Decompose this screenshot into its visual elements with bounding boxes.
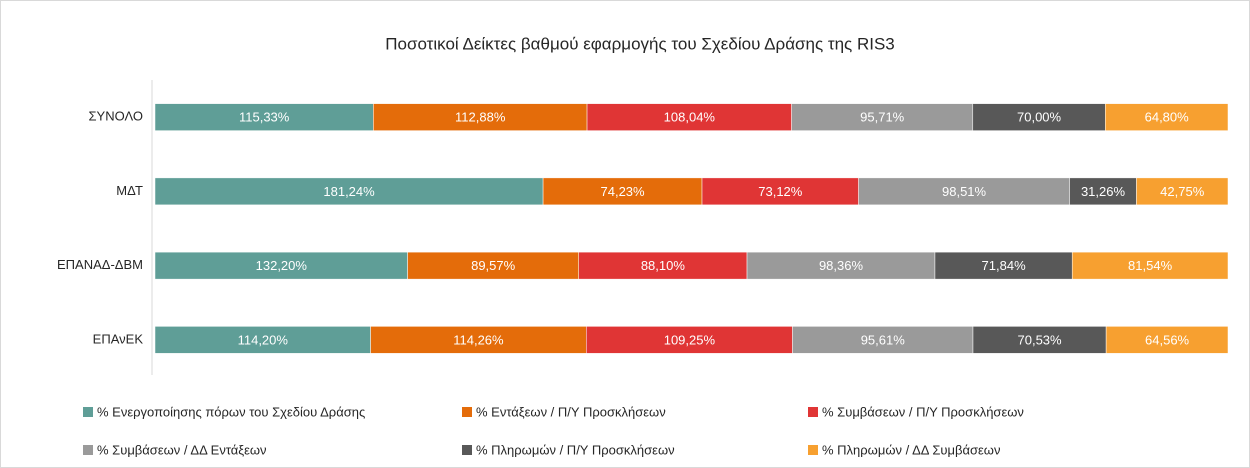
value-label: 95,61%	[861, 332, 906, 347]
value-label: 88,10%	[641, 258, 686, 273]
value-label: 89,57%	[471, 258, 516, 273]
value-label: 181,24%	[323, 184, 375, 199]
value-label: 64,80%	[1145, 110, 1190, 125]
bar-segment	[586, 326, 793, 354]
bar-segment	[154, 251, 408, 280]
bar-segment	[746, 251, 936, 280]
value-label: 132,20%	[256, 258, 308, 273]
legend-label: % Εντάξεων / Π/Υ Προσκλήσεων	[476, 404, 666, 419]
bar-segment	[1069, 177, 1137, 206]
value-label: 98,51%	[942, 184, 987, 199]
value-label: 73,12%	[758, 184, 803, 199]
bar-segment	[407, 251, 579, 280]
bar-segment	[792, 326, 974, 354]
value-label: 64,56%	[1145, 332, 1190, 347]
legend-label: % Πληρωμών / ΔΔ Συμβάσεων	[822, 442, 1000, 457]
bar-segment	[934, 251, 1073, 280]
bar-segment	[154, 103, 374, 131]
value-label: 81,54%	[1128, 258, 1173, 273]
bar-segment	[1071, 251, 1229, 280]
value-label: 42,75%	[1160, 184, 1205, 199]
legend-swatch	[808, 445, 818, 455]
bar-segment	[373, 103, 588, 131]
value-label: 108,04%	[664, 110, 716, 125]
value-label: 109,25%	[664, 332, 716, 347]
bar-segment	[972, 326, 1107, 354]
bar-segment	[370, 326, 587, 354]
bar-segment	[586, 103, 792, 131]
y-tick-label: ΕΠΑνΕΚ	[93, 331, 144, 346]
bar-segment	[858, 177, 1070, 206]
legend-swatch	[462, 407, 472, 417]
y-tick-label: ΣΥΝΟΛΟ	[89, 109, 144, 124]
chart-title: Ποσοτικοί Δείκτες βαθμού εφαρμογής του Σ…	[385, 34, 895, 53]
value-label: 112,88%	[455, 110, 506, 125]
y-tick-label: ΜΔΤ	[116, 183, 143, 198]
value-label: 114,20%	[238, 332, 289, 347]
value-label: 31,26%	[1081, 184, 1126, 199]
bar-segment	[701, 177, 859, 206]
y-tick-label: ΕΠΑΝΑΔ-ΔΒΜ	[57, 257, 143, 272]
legend-swatch	[83, 445, 93, 455]
legend-label: % Συμβάσεων / Π/Υ Προσκλήσεων	[822, 404, 1024, 419]
value-label: 98,36%	[819, 258, 864, 273]
legend-label: % Ενεργοποίησης πόρων του Σχεδίου Δράσης	[97, 404, 365, 419]
value-label: 70,53%	[1018, 332, 1063, 347]
bar-segment	[542, 177, 703, 206]
value-label: 115,33%	[239, 110, 290, 125]
bar-segment	[1105, 103, 1229, 131]
value-label: 70,00%	[1017, 110, 1062, 125]
value-label: 95,71%	[860, 110, 905, 125]
bar-segment	[1105, 326, 1229, 354]
legend-swatch	[462, 445, 472, 455]
legend-swatch	[808, 407, 818, 417]
bar-segment	[154, 326, 371, 354]
legend-label: % Πληρωμών / Π/Υ Προσκλήσεων	[476, 442, 675, 457]
value-label: 114,26%	[453, 332, 504, 347]
bar-segment	[1136, 177, 1229, 206]
value-label: 74,23%	[601, 184, 646, 199]
legend-swatch	[83, 407, 93, 417]
legend-label: % Συμβάσεων / ΔΔ Εντάξεων	[97, 442, 267, 457]
bar-segment	[578, 251, 748, 280]
value-label: 71,84%	[982, 258, 1027, 273]
